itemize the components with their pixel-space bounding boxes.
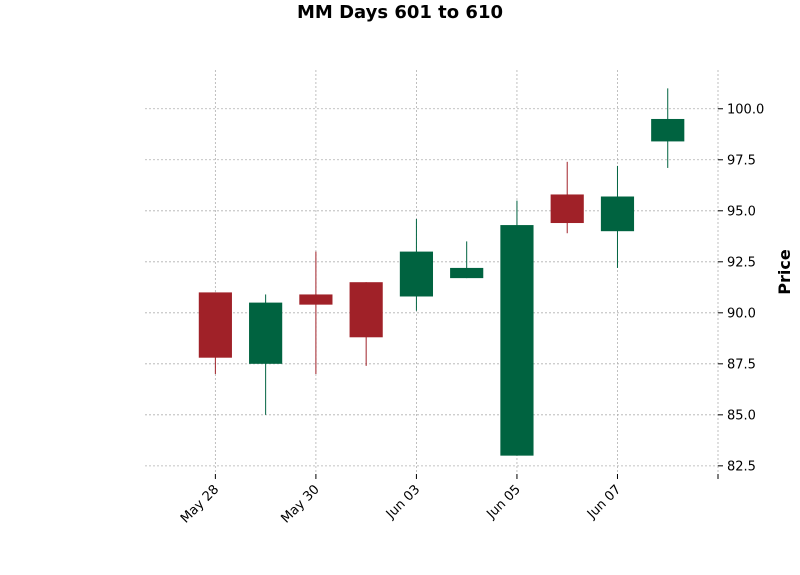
candle-body — [600, 196, 635, 232]
candle-body — [651, 118, 685, 142]
candle-body — [349, 282, 383, 338]
x-tick-label: May 30 — [278, 482, 322, 526]
y-tick-label: 85.0 — [727, 408, 756, 423]
candle-body — [500, 225, 534, 456]
y-tick-label: 92.5 — [727, 255, 756, 270]
y-tick-label: 100.0 — [727, 102, 764, 117]
y-tick-label: 87.5 — [727, 357, 756, 372]
x-tick-label: Jun 07 — [584, 482, 624, 522]
y-axis: 82.5 85.0 87.5 90.0 92.5 95.0 97.5 100.0 — [718, 102, 764, 474]
candle-body — [198, 292, 232, 358]
x-tick-label: Jun 03 — [383, 482, 423, 522]
candle-body — [450, 267, 484, 279]
y-tick-label: 97.5 — [727, 153, 756, 168]
y-tick-label: 82.5 — [727, 459, 756, 474]
x-tick-label: May 28 — [178, 482, 222, 526]
candle-body — [249, 302, 283, 364]
candle-layer — [198, 88, 685, 456]
x-axis: May 28 May 30 Jun 03 Jun 05 Jun 07 — [178, 474, 719, 526]
y-tick-label: 90.0 — [727, 306, 756, 321]
candle-body — [550, 194, 584, 224]
candle-body — [399, 251, 434, 297]
x-tick-label: Jun 05 — [483, 482, 523, 522]
chart-title: MM Days 601 to 610 — [297, 2, 503, 23]
y-axis-label: Price — [775, 249, 794, 295]
candle-body — [299, 294, 333, 305]
y-tick-label: 95.0 — [727, 204, 756, 219]
